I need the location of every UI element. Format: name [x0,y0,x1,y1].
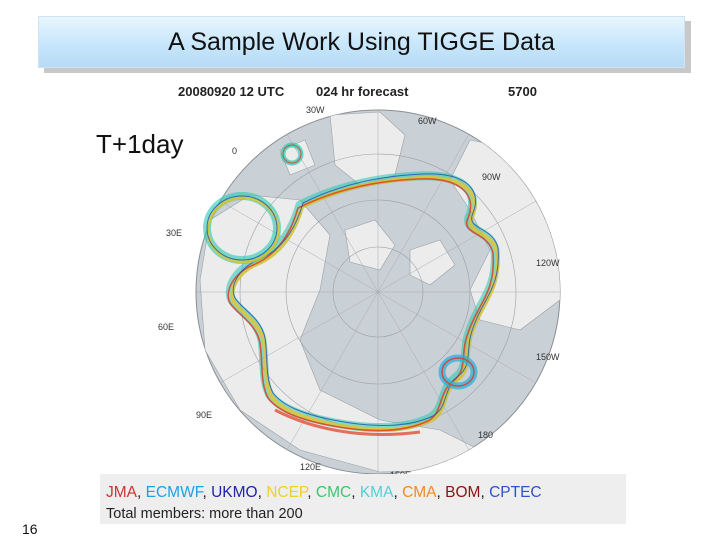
lon-label-60e: 60E [158,322,174,332]
model-name-cma: CMA [402,484,437,501]
model-name-kma: KMA [359,484,394,501]
model-name-ecmwf: ECMWF [145,484,203,501]
model-name-bom: BOM [445,484,481,501]
model-separator: , [257,484,267,501]
model-name-cptec: CPTEC [489,484,542,501]
map-header-forecast: 024 hr forecast [316,84,409,99]
meridians [196,110,560,474]
lon-label-180: 180 [478,430,493,440]
map-header-date: 20080920 12 UTC [178,84,285,99]
page-number: 16 [22,521,38,537]
model-separator: , [307,484,316,501]
lon-label-60w: 60W [418,116,437,126]
lon-label-90e: 90E [196,410,212,420]
lon-label-120e: 120E [300,462,321,472]
model-separator: , [137,484,146,501]
model-separator: , [393,484,403,501]
lon-label-150w: 150W [536,352,560,362]
model-separator: , [436,484,446,501]
lead-time-label: T+1day [96,129,184,159]
lon-label-30w: 30W [306,105,325,115]
model-name-jma: JMA [106,484,137,501]
slide-title: A Sample Work Using TIGGE Data [168,27,555,56]
lon-label-90w: 90W [482,172,501,182]
lon-label-0: 0 [232,146,237,156]
model-separator: , [351,484,360,501]
model-separator: , [202,484,212,501]
model-separator: , [480,484,490,501]
model-name-ukmo: UKMO [211,484,258,501]
model-name-ncep: NCEP [266,484,308,501]
lon-label-30e: 30E [166,228,182,238]
model-name-cmc: CMC [315,484,352,501]
lon-label-120w: 120W [536,258,560,268]
map-header-contour: 5700 [508,84,537,99]
model-list: JMA, ECMWF, UKMO, NCEP, CMC, KMA, CMA, B… [106,484,542,502]
ensemble-contours [203,142,500,437]
legend-panel [100,474,626,524]
members-note: Total members: more than 200 [106,506,303,522]
slide-title-banner: A Sample Work Using TIGGE Data [38,16,685,68]
